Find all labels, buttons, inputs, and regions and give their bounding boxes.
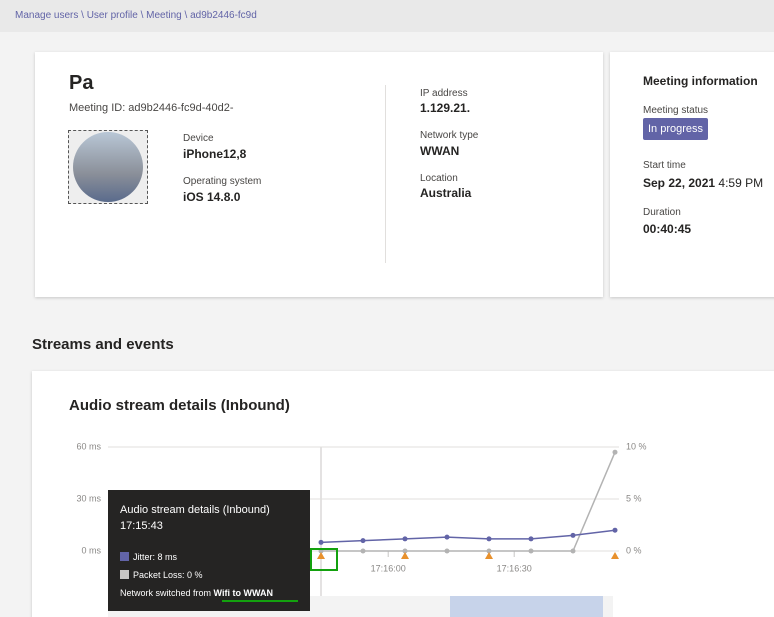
point — [318, 539, 324, 545]
series-line — [321, 451, 616, 552]
event-text: Network switched from — [120, 588, 214, 598]
point — [570, 548, 576, 554]
point — [528, 548, 534, 554]
tooltip: Audio stream details (Inbound) 17:15:43 … — [108, 490, 310, 611]
x-tick-label: 17:16:00 — [371, 563, 406, 573]
series-line — [320, 529, 616, 544]
event-to: WWAN — [243, 588, 273, 598]
point — [570, 532, 576, 538]
y-tick-label: 60 ms — [76, 441, 101, 451]
tooltip-packet-loss: Packet Loss: 0 % — [133, 570, 203, 580]
event-marker — [317, 552, 325, 559]
point — [360, 538, 366, 544]
point — [612, 527, 618, 533]
section-title: Streams and events — [32, 336, 174, 353]
location-label: Location — [420, 173, 458, 184]
event-highlight — [310, 548, 338, 571]
point — [486, 548, 492, 554]
y2-tick-label: 0 % — [626, 545, 642, 555]
status-label: Meeting status — [643, 105, 709, 116]
point — [486, 536, 492, 542]
point — [402, 548, 408, 554]
navigator-window[interactable] — [450, 596, 603, 617]
avatar-frame — [68, 130, 148, 204]
event-text: to — [229, 588, 244, 598]
meeting-info-title: Meeting information — [643, 74, 758, 88]
device-label: Device — [183, 133, 214, 144]
meeting-card: Meeting information Meeting status In pr… — [610, 52, 774, 297]
y2-tick-label: 10 % — [626, 441, 647, 451]
device: iPhone12,8 — [183, 147, 247, 161]
start-date: Sep 22, 2021 — [643, 176, 716, 190]
chart-title: Audio stream details (Inbound) — [69, 397, 290, 414]
y2-tick-label: 5 % — [626, 493, 642, 503]
x-tick-label: 17:16:30 — [497, 563, 532, 573]
tooltip-title: Audio stream details (Inbound) — [120, 504, 270, 516]
duration: 00:40:45 — [643, 222, 692, 236]
point — [360, 548, 366, 554]
point — [444, 548, 450, 554]
point — [444, 534, 450, 540]
event-marker — [611, 552, 619, 559]
y-tick-label: 30 ms — [76, 493, 101, 503]
location: Australia — [420, 186, 472, 200]
y-tick-label: 0 ms — [81, 545, 101, 555]
avatar — [73, 132, 143, 202]
os-label: Operating system — [183, 176, 262, 187]
participant-card: Pa Meeting ID: ad9b2446-fc9d-40d2- Devic… — [35, 52, 603, 297]
network-label: Network type — [420, 130, 479, 141]
start-label: Start time — [643, 160, 686, 171]
duration-label: Duration — [643, 207, 681, 218]
status-pill: In progress — [643, 118, 709, 140]
jitter-swatch — [120, 552, 129, 561]
event-from: Wifi — [213, 588, 230, 598]
participant-name: Pa — [69, 72, 94, 94]
network: WWAN — [420, 144, 460, 158]
tooltip-jitter: Jitter: 8 ms — [133, 552, 178, 562]
ip: 1.129.21. — [420, 101, 471, 115]
point — [402, 536, 408, 542]
meeting-id: Meeting ID: ad9b2446-fc9d-40d2- — [69, 102, 234, 114]
event-marker — [401, 552, 409, 559]
start-time: 4:59 PM — [718, 176, 764, 190]
top-bar — [0, 0, 774, 32]
point — [612, 449, 618, 455]
breadcrumb[interactable]: Manage users \ User profile \ Meeting \ … — [15, 10, 257, 21]
tooltip-event: Network switched from Wifi to WWAN — [120, 588, 273, 598]
ip-label: IP address — [420, 88, 468, 99]
point — [528, 536, 534, 542]
event-marker — [485, 552, 493, 559]
event-underline — [222, 600, 298, 602]
start: Sep 22, 2021 4:59 PM — [643, 176, 763, 190]
divider — [385, 85, 386, 263]
loss-swatch — [120, 570, 129, 579]
tooltip-time: 17:15:43 — [120, 520, 163, 532]
os: iOS 14.8.0 — [183, 190, 241, 204]
